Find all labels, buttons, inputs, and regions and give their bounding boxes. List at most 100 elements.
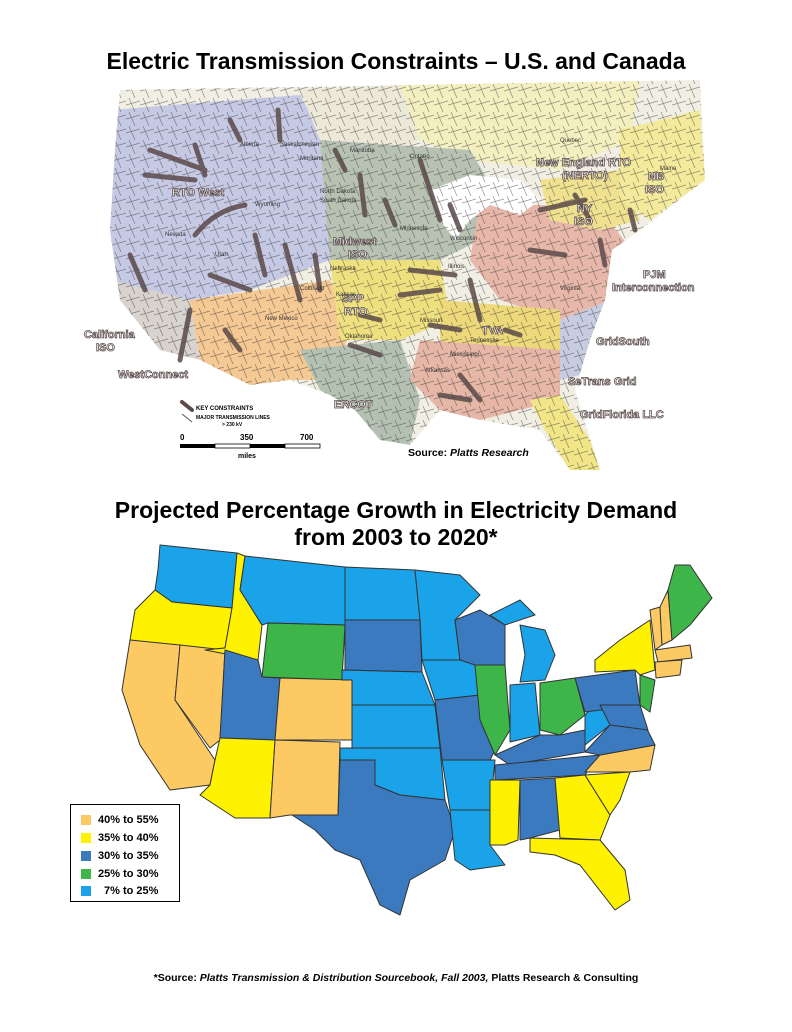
so-line: ISO — [348, 249, 367, 261]
region-label-tva: TVA — [482, 325, 503, 337]
rto-line: RTO — [344, 306, 367, 318]
key-constraint-marks — [127, 107, 638, 403]
state-maryland — [599, 704, 649, 731]
map2-title-line2: from 2003 to 2020* — [294, 524, 498, 550]
region-label-midwest: Midwest ISO — [333, 236, 377, 261]
place-wisconsin: Wisconsin — [450, 236, 477, 242]
region-label-setrans: SeTrans Grid — [568, 376, 636, 388]
state-ohio — [539, 677, 586, 736]
place-oklahoma: Oklahoma — [345, 334, 373, 340]
state-montana — [239, 555, 346, 626]
state-indiana — [509, 682, 541, 743]
state-illinois — [474, 664, 511, 756]
region-label-spp: SPP RTO — [342, 293, 367, 318]
place-tennessee: Tennessee — [470, 338, 500, 344]
place-alberta: Alberta — [240, 142, 260, 148]
state-north-dakota — [344, 566, 421, 621]
ny-line: NY — [577, 203, 593, 215]
state-michigan-up — [489, 599, 536, 626]
state-massachusetts — [654, 644, 693, 663]
iso-line: ISO — [96, 342, 115, 354]
legend-key-constraints: KEY CONSTRAINTS — [196, 406, 253, 412]
map2-title-line1: Projected Percentage Growth in Electrici… — [114, 497, 678, 523]
place-virginia: Virginia — [560, 286, 581, 292]
region-label-westconnect: WestConnect — [118, 369, 188, 381]
interconnection-line: Interconnection — [612, 282, 695, 294]
state-florida — [529, 837, 631, 911]
state-maine — [667, 564, 713, 641]
scale-tick-0: 0 — [180, 433, 185, 442]
place-missouri: Missouri — [420, 318, 442, 324]
footer-prefix: *Source: — [153, 972, 197, 984]
state-connecticut — [654, 659, 683, 679]
legend-swatch-3 — [81, 851, 91, 861]
state-colorado — [274, 677, 353, 741]
legend-item: 30% to 35% — [81, 849, 159, 863]
state-south-dakota — [344, 619, 423, 673]
map1-legend: KEY CONSTRAINTS MAJOR TRANSMISSION LINES… — [180, 400, 321, 460]
place-south-dakota: South Dakota — [320, 198, 357, 204]
place-ontario: Ontario — [410, 154, 430, 160]
region-label-ny-iso: NY ISO — [574, 203, 593, 228]
state-kansas — [351, 704, 441, 749]
region-label-gridflorida: GridFlorida LLC — [580, 409, 664, 421]
iso-line-nb: ISO — [645, 184, 664, 196]
legend-label-1: 40% to 55% — [98, 814, 159, 826]
map1-source-label: Source: — [408, 447, 448, 459]
place-minnesota: Minnesota — [400, 226, 428, 232]
map2-title: Projected Percentage Growth in Electrici… — [0, 497, 792, 551]
scale-tick-350: 350 — [240, 433, 254, 442]
legend-swatch-1 — [81, 815, 91, 825]
map1-source: Source: Platts Research — [408, 447, 529, 459]
place-kansas: Kansas — [336, 292, 356, 298]
legend-label-4: 25% to 30% — [98, 868, 159, 880]
scale-bar-white-2 — [284, 443, 321, 449]
state-new-york — [594, 619, 656, 676]
state-michigan — [519, 624, 556, 683]
california-line: California — [84, 329, 136, 341]
footer-source: *Source: Platts Transmission & Distribut… — [0, 972, 792, 984]
midwest-line: Midwest — [333, 236, 377, 248]
state-alabama — [519, 777, 561, 841]
legend-swatch-4 — [81, 869, 91, 879]
legend-item: 25% to 30% — [81, 867, 159, 881]
scale-bar-black-1 — [180, 444, 215, 448]
legend-label-2: 35% to 40% — [98, 832, 159, 844]
legend-item: 40% to 55% — [81, 813, 159, 827]
place-colorado: Colorado — [300, 286, 325, 292]
place-utah: Utah — [215, 252, 228, 258]
place-illinois: Illinois — [448, 264, 465, 270]
state-nebraska — [341, 669, 436, 706]
state-new-jersey — [639, 674, 656, 713]
place-manitoba: Manitoba — [350, 148, 375, 154]
footer-suffix: Platts Research & Consulting — [491, 972, 639, 984]
demand-legend: 40% to 55% 35% to 40% 30% to 35% 25% to … — [70, 804, 180, 902]
state-mississippi — [489, 779, 521, 846]
state-north-carolina — [584, 744, 656, 773]
region-label-rto-west: RTO West — [172, 187, 224, 199]
region-label-gridsouth: GridSouth — [596, 336, 650, 348]
legend-label-5: 7% to 25% — [104, 885, 159, 897]
state-texas — [291, 759, 456, 916]
legend-major-lines-sub: > 230 kV — [222, 422, 243, 428]
legend-label-3: 30% to 35% — [98, 850, 159, 862]
legend-swatch-2 — [81, 833, 91, 843]
ne-rto-line: New England RTO — [536, 157, 632, 169]
scale-tick-700: 700 — [300, 433, 314, 442]
place-nebraska: Nebraska — [330, 266, 356, 272]
place-montana: Montana — [300, 156, 324, 162]
state-south-carolina — [584, 771, 631, 816]
spp-line: SPP — [342, 293, 364, 305]
iso-line-ny: ISO — [574, 216, 593, 228]
state-new-mexico — [269, 739, 341, 819]
region-label-ercot: ERCOT — [334, 399, 373, 411]
region-shapes — [110, 80, 705, 470]
place-new-mexico: New Mexico — [265, 316, 298, 322]
legend-item: 7% to 25% — [81, 884, 158, 898]
legend-major-lines: MAJOR TRANSMISSION LINES — [196, 415, 271, 421]
place-nevada: Nevada — [165, 232, 186, 238]
state-wyoming — [261, 622, 346, 681]
place-wyoming: Wyoming — [255, 202, 280, 208]
legend-item: 35% to 40% — [81, 831, 159, 845]
